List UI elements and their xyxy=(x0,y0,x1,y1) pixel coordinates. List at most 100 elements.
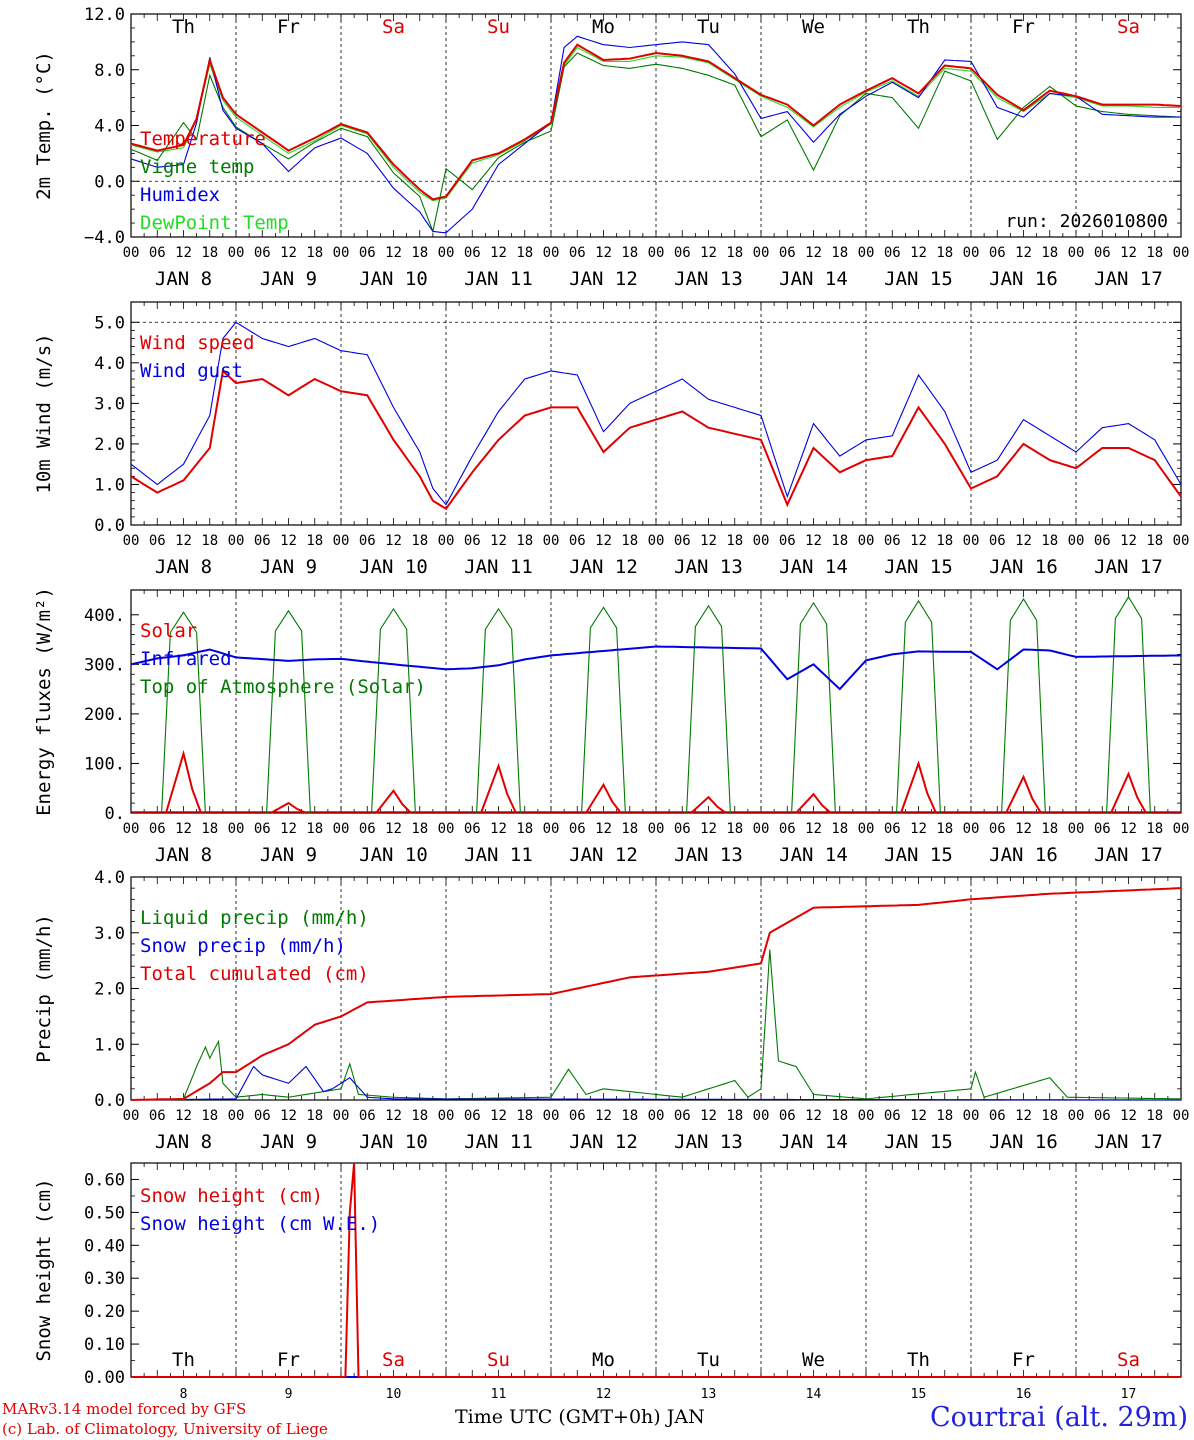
hour-tick-label: 00 xyxy=(228,533,245,549)
hour-tick-label: 18 xyxy=(201,821,218,837)
hour-tick-label: 00 xyxy=(228,1108,245,1124)
hour-tick-label: 06 xyxy=(569,1108,586,1124)
day-number: 8 xyxy=(180,1387,188,1402)
hour-tick-label: 18 xyxy=(936,533,953,549)
hour-tick-label: 18 xyxy=(726,821,743,837)
hour-tick-label: 12 xyxy=(385,1108,402,1124)
hour-tick-label: 06 xyxy=(149,821,166,837)
wind-series-0 xyxy=(130,321,1182,506)
weekday-label: Fr xyxy=(277,1349,300,1371)
date-label: JAN 17 xyxy=(1094,556,1163,578)
y-tick-label: 0.10 xyxy=(84,1335,125,1355)
temp-series-1 xyxy=(130,52,1182,234)
hour-tick-label: 18 xyxy=(411,821,428,837)
date-label: JAN 13 xyxy=(674,1131,743,1153)
y-tick-label: 200. xyxy=(84,705,125,725)
day-number: 14 xyxy=(806,1387,822,1402)
weekday-label: Su xyxy=(487,1349,510,1371)
hour-tick-label: 00 xyxy=(123,821,140,837)
hour-tick-label: 00 xyxy=(753,533,770,549)
hour-tick-label: 00 xyxy=(123,245,140,261)
hour-tick-label: 06 xyxy=(674,1108,691,1124)
hour-tick-label: 12 xyxy=(1120,533,1137,549)
hour-tick-label: 12 xyxy=(910,245,927,261)
hour-tick-label: 06 xyxy=(884,821,901,837)
snow-series-1 xyxy=(131,1162,1181,1378)
hour-tick-label: 00 xyxy=(543,245,560,261)
hour-tick-label: 12 xyxy=(1015,821,1032,837)
hour-tick-label: 18 xyxy=(516,1108,533,1124)
hour-tick-label: 18 xyxy=(831,245,848,261)
date-label: JAN 15 xyxy=(884,556,953,578)
hour-tick-label: 12 xyxy=(1120,245,1137,261)
hour-tick-label: 06 xyxy=(254,821,271,837)
hour-tick-label: 18 xyxy=(1146,821,1163,837)
hour-tick-label: 18 xyxy=(1041,245,1058,261)
hour-tick-label: 12 xyxy=(700,1108,717,1124)
precip-series-1 xyxy=(131,1065,1181,1101)
hour-tick-label: 18 xyxy=(1041,1108,1058,1124)
run-label: run: 2026010800 xyxy=(1005,211,1168,232)
date-label: JAN 14 xyxy=(779,1131,848,1153)
y-axis-label: 2m Temp. (°C) xyxy=(33,51,55,200)
hour-tick-label: 18 xyxy=(831,533,848,549)
hour-tick-label: 12 xyxy=(175,821,192,837)
hour-tick-label: 12 xyxy=(595,245,612,261)
date-label: JAN 13 xyxy=(674,844,743,866)
hour-tick-label: 06 xyxy=(149,1108,166,1124)
legend-dewpoint-temp: DewPoint Temp xyxy=(140,212,289,234)
day-number: 17 xyxy=(1121,1387,1137,1402)
hour-tick-label: 18 xyxy=(306,821,323,837)
date-label: JAN 14 xyxy=(779,844,848,866)
precip-series-2 xyxy=(130,887,1182,1101)
hour-tick-label: 06 xyxy=(884,533,901,549)
hour-tick-label: 18 xyxy=(936,1108,953,1124)
hour-tick-label: 18 xyxy=(1041,821,1058,837)
day-number: 13 xyxy=(701,1387,717,1402)
hour-tick-label: 06 xyxy=(464,245,481,261)
hour-tick-label: 00 xyxy=(123,533,140,549)
temp-series-2 xyxy=(130,35,1181,234)
temp-series-3 xyxy=(130,46,1181,202)
credit-model: MARv3.14 model forced by GFS xyxy=(2,1400,247,1418)
hour-tick-label: 00 xyxy=(1068,533,1085,549)
hour-tick-label: 18 xyxy=(516,533,533,549)
hour-tick-label: 12 xyxy=(595,533,612,549)
hour-tick-label: 06 xyxy=(989,821,1006,837)
panel-frame xyxy=(130,589,1182,814)
date-label: JAN 8 xyxy=(155,844,212,866)
legend-total-cumulated-cm-: Total cumulated (cm) xyxy=(140,963,369,985)
hour-tick-label: 00 xyxy=(1173,1108,1190,1124)
hour-tick-label: 06 xyxy=(254,533,271,549)
hour-tick-label: 06 xyxy=(569,245,586,261)
hour-tick-label: 12 xyxy=(280,533,297,549)
hour-tick-label: 06 xyxy=(884,245,901,261)
weekday-label: Sa xyxy=(1117,1349,1140,1371)
date-label: JAN 9 xyxy=(260,268,317,290)
hour-tick-label: 12 xyxy=(1120,821,1137,837)
hour-tick-label: 12 xyxy=(1015,245,1032,261)
date-label: JAN 12 xyxy=(569,556,638,578)
hour-tick-label: 00 xyxy=(963,1108,980,1124)
hour-tick-label: 06 xyxy=(779,1108,796,1124)
y-tick-label: 0.00 xyxy=(84,1368,125,1388)
hour-tick-label: 00 xyxy=(753,821,770,837)
hour-tick-label: 18 xyxy=(201,533,218,549)
hour-tick-label: 18 xyxy=(621,533,638,549)
hour-tick-label: 06 xyxy=(359,245,376,261)
date-label: JAN 17 xyxy=(1094,1131,1163,1153)
hour-tick-label: 12 xyxy=(595,1108,612,1124)
hour-tick-label: 00 xyxy=(963,821,980,837)
y-tick-label: 0.40 xyxy=(84,1236,125,1256)
date-label: JAN 12 xyxy=(569,844,638,866)
date-label: JAN 11 xyxy=(464,556,533,578)
weekday-label: Sa xyxy=(382,16,405,38)
y-axis-label: 10m Wind (m/s) xyxy=(33,333,55,493)
precip-series-0 xyxy=(130,949,1182,1101)
date-label: JAN 9 xyxy=(260,1131,317,1153)
date-label: JAN 8 xyxy=(155,556,212,578)
date-label: JAN 12 xyxy=(569,1131,638,1153)
date-label: JAN 15 xyxy=(884,1131,953,1153)
legend-wind-speed: Wind speed xyxy=(140,332,254,354)
hour-tick-label: 00 xyxy=(753,1108,770,1124)
